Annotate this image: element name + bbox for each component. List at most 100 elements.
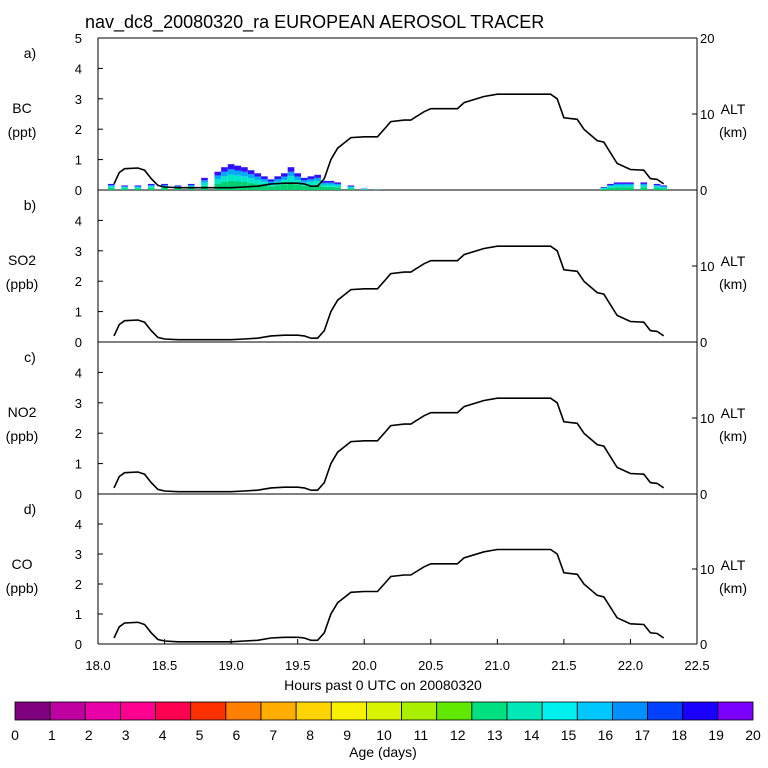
bc-bar-segment xyxy=(627,185,634,188)
bc-bar-segment xyxy=(161,185,168,187)
colorbar-swatch xyxy=(436,701,473,721)
y-tick-label: 4 xyxy=(75,365,82,380)
colorbar-swatch xyxy=(682,701,719,721)
colorbar-swatch xyxy=(225,701,262,721)
bc-bar-segment xyxy=(294,184,301,190)
bc-bar-segment xyxy=(327,186,335,190)
panel-letter: b) xyxy=(24,197,36,213)
bc-bar-segment xyxy=(620,185,628,188)
colorbar-tick-label: 14 xyxy=(524,727,540,743)
bc-bar-segment xyxy=(327,180,335,183)
bc-bar-segment xyxy=(234,165,242,171)
bc-bar-segment xyxy=(607,185,614,187)
x-tick-label: 19.5 xyxy=(285,658,310,673)
colorbar-swatch xyxy=(717,701,754,721)
y-tick-label: 3 xyxy=(75,396,82,411)
bc-bar-segment xyxy=(121,187,128,189)
colorbar-swatch xyxy=(190,701,227,721)
y-tick-label: 2 xyxy=(75,122,82,137)
bc-bar-segment xyxy=(241,167,248,172)
bc-bar-segment xyxy=(261,179,268,182)
colorbar-tick-label: 3 xyxy=(122,727,130,743)
colorbar-tick-label: 15 xyxy=(561,727,577,743)
bc-bar-segment xyxy=(314,174,321,178)
bc-bar-segment xyxy=(254,184,262,190)
y-tick-label: 1 xyxy=(75,457,82,472)
bc-bar-segment xyxy=(660,187,668,189)
bc-bar-segment xyxy=(254,179,262,185)
colorbar-tick-label: 9 xyxy=(343,727,351,743)
bc-bar-segment xyxy=(247,178,255,184)
x-tick-label: 22.5 xyxy=(684,658,709,673)
bc-bar-segment xyxy=(287,176,295,183)
bc-bar-segment xyxy=(261,176,268,180)
y-tick-label: 4 xyxy=(75,517,82,532)
bc-bar-segment xyxy=(267,181,275,184)
bc-bar-segment xyxy=(320,186,328,190)
bc-bar-segment xyxy=(147,183,155,186)
panel-co: d) CO (ppb) ALT (km) 0 1 2 3 4 0 10 18.0 18.5 19.0 19.5… xyxy=(6,494,747,673)
colorbar-swatch xyxy=(260,701,297,721)
altitude-line xyxy=(113,93,665,189)
unit-label: (ppb) xyxy=(6,276,39,292)
species-label: NO2 xyxy=(8,404,37,420)
colorbar-swatch xyxy=(155,701,192,721)
bc-bar-segment xyxy=(107,183,115,186)
species-label: SO2 xyxy=(8,252,36,268)
colorbar-swatch xyxy=(541,701,578,721)
bc-bar-segment xyxy=(640,187,648,190)
bc-bar-segment xyxy=(627,187,634,190)
bc-bar-segment xyxy=(174,186,182,188)
x-tick-label: 19.0 xyxy=(218,658,243,673)
bc-bar-segment xyxy=(161,187,168,190)
colorbar-swatch xyxy=(471,701,508,721)
bc-bar-segment xyxy=(613,185,621,188)
bc-bar-segment xyxy=(320,184,328,187)
bc-bar-segment xyxy=(134,186,142,188)
y-tick-label: 3 xyxy=(75,244,82,259)
bc-bar-segment xyxy=(660,186,668,188)
bc-bar-segment xyxy=(334,187,341,190)
bc-bar-segment xyxy=(247,174,255,179)
colorbar-tick-label: 13 xyxy=(487,727,503,743)
panel-letter: a) xyxy=(24,45,36,61)
panel-so2: b) SO2 (ppb) ALT (km) 0 1 2 3 4 0 10 xyxy=(6,190,747,350)
colorbar-tick-label: 19 xyxy=(708,727,724,743)
y2-tick-label: 0 xyxy=(700,637,707,652)
bc-bar-segment xyxy=(347,186,355,188)
bc-bar-segment xyxy=(267,183,275,187)
bc-bar-segment xyxy=(600,187,608,189)
bc-bar-segment xyxy=(281,176,288,180)
bc-bar-segment xyxy=(187,185,195,187)
colorbar-swatch xyxy=(576,701,613,721)
bc-bar-segment xyxy=(147,187,155,190)
bc-bar-segment xyxy=(227,180,235,190)
bc-bar-segment xyxy=(613,187,621,190)
colorbar-tick-label: 12 xyxy=(450,727,466,743)
bc-bar-segment xyxy=(607,187,614,190)
bc-bar-segment xyxy=(241,171,248,177)
colorbar-swatch xyxy=(401,701,438,721)
bc-bar-segment xyxy=(261,185,268,190)
unit-label: (ppb) xyxy=(6,580,39,596)
y-tick-label: 3 xyxy=(75,92,82,107)
bc-bar-segment xyxy=(640,183,648,186)
panel-no2: c) NO2 (ppb) ALT (km) 0 1 2 3 4 0 10 xyxy=(6,342,747,502)
colorbar-swatch xyxy=(14,701,51,721)
x-tick-label: 21.0 xyxy=(485,658,510,673)
bc-bar-segment xyxy=(227,169,235,175)
alt-label: ALT xyxy=(721,101,746,117)
bc-bar-segment xyxy=(261,181,268,186)
y-tick-label: 2 xyxy=(75,426,82,441)
colorbar-tick-label: 6 xyxy=(233,727,241,743)
bc-bar-segment xyxy=(347,187,355,189)
alt-unit-label: (km) xyxy=(719,276,747,292)
bc-bar-segment xyxy=(640,185,648,188)
bc-bar-segment xyxy=(214,179,222,184)
y-tick-label: 0 xyxy=(75,183,82,198)
bc-bar-segment xyxy=(227,164,235,170)
bc-bar-segment xyxy=(201,180,208,183)
bc-bar-segment xyxy=(314,177,321,181)
bc-bar-segment xyxy=(281,184,288,190)
alt-label: ALT xyxy=(721,253,746,269)
